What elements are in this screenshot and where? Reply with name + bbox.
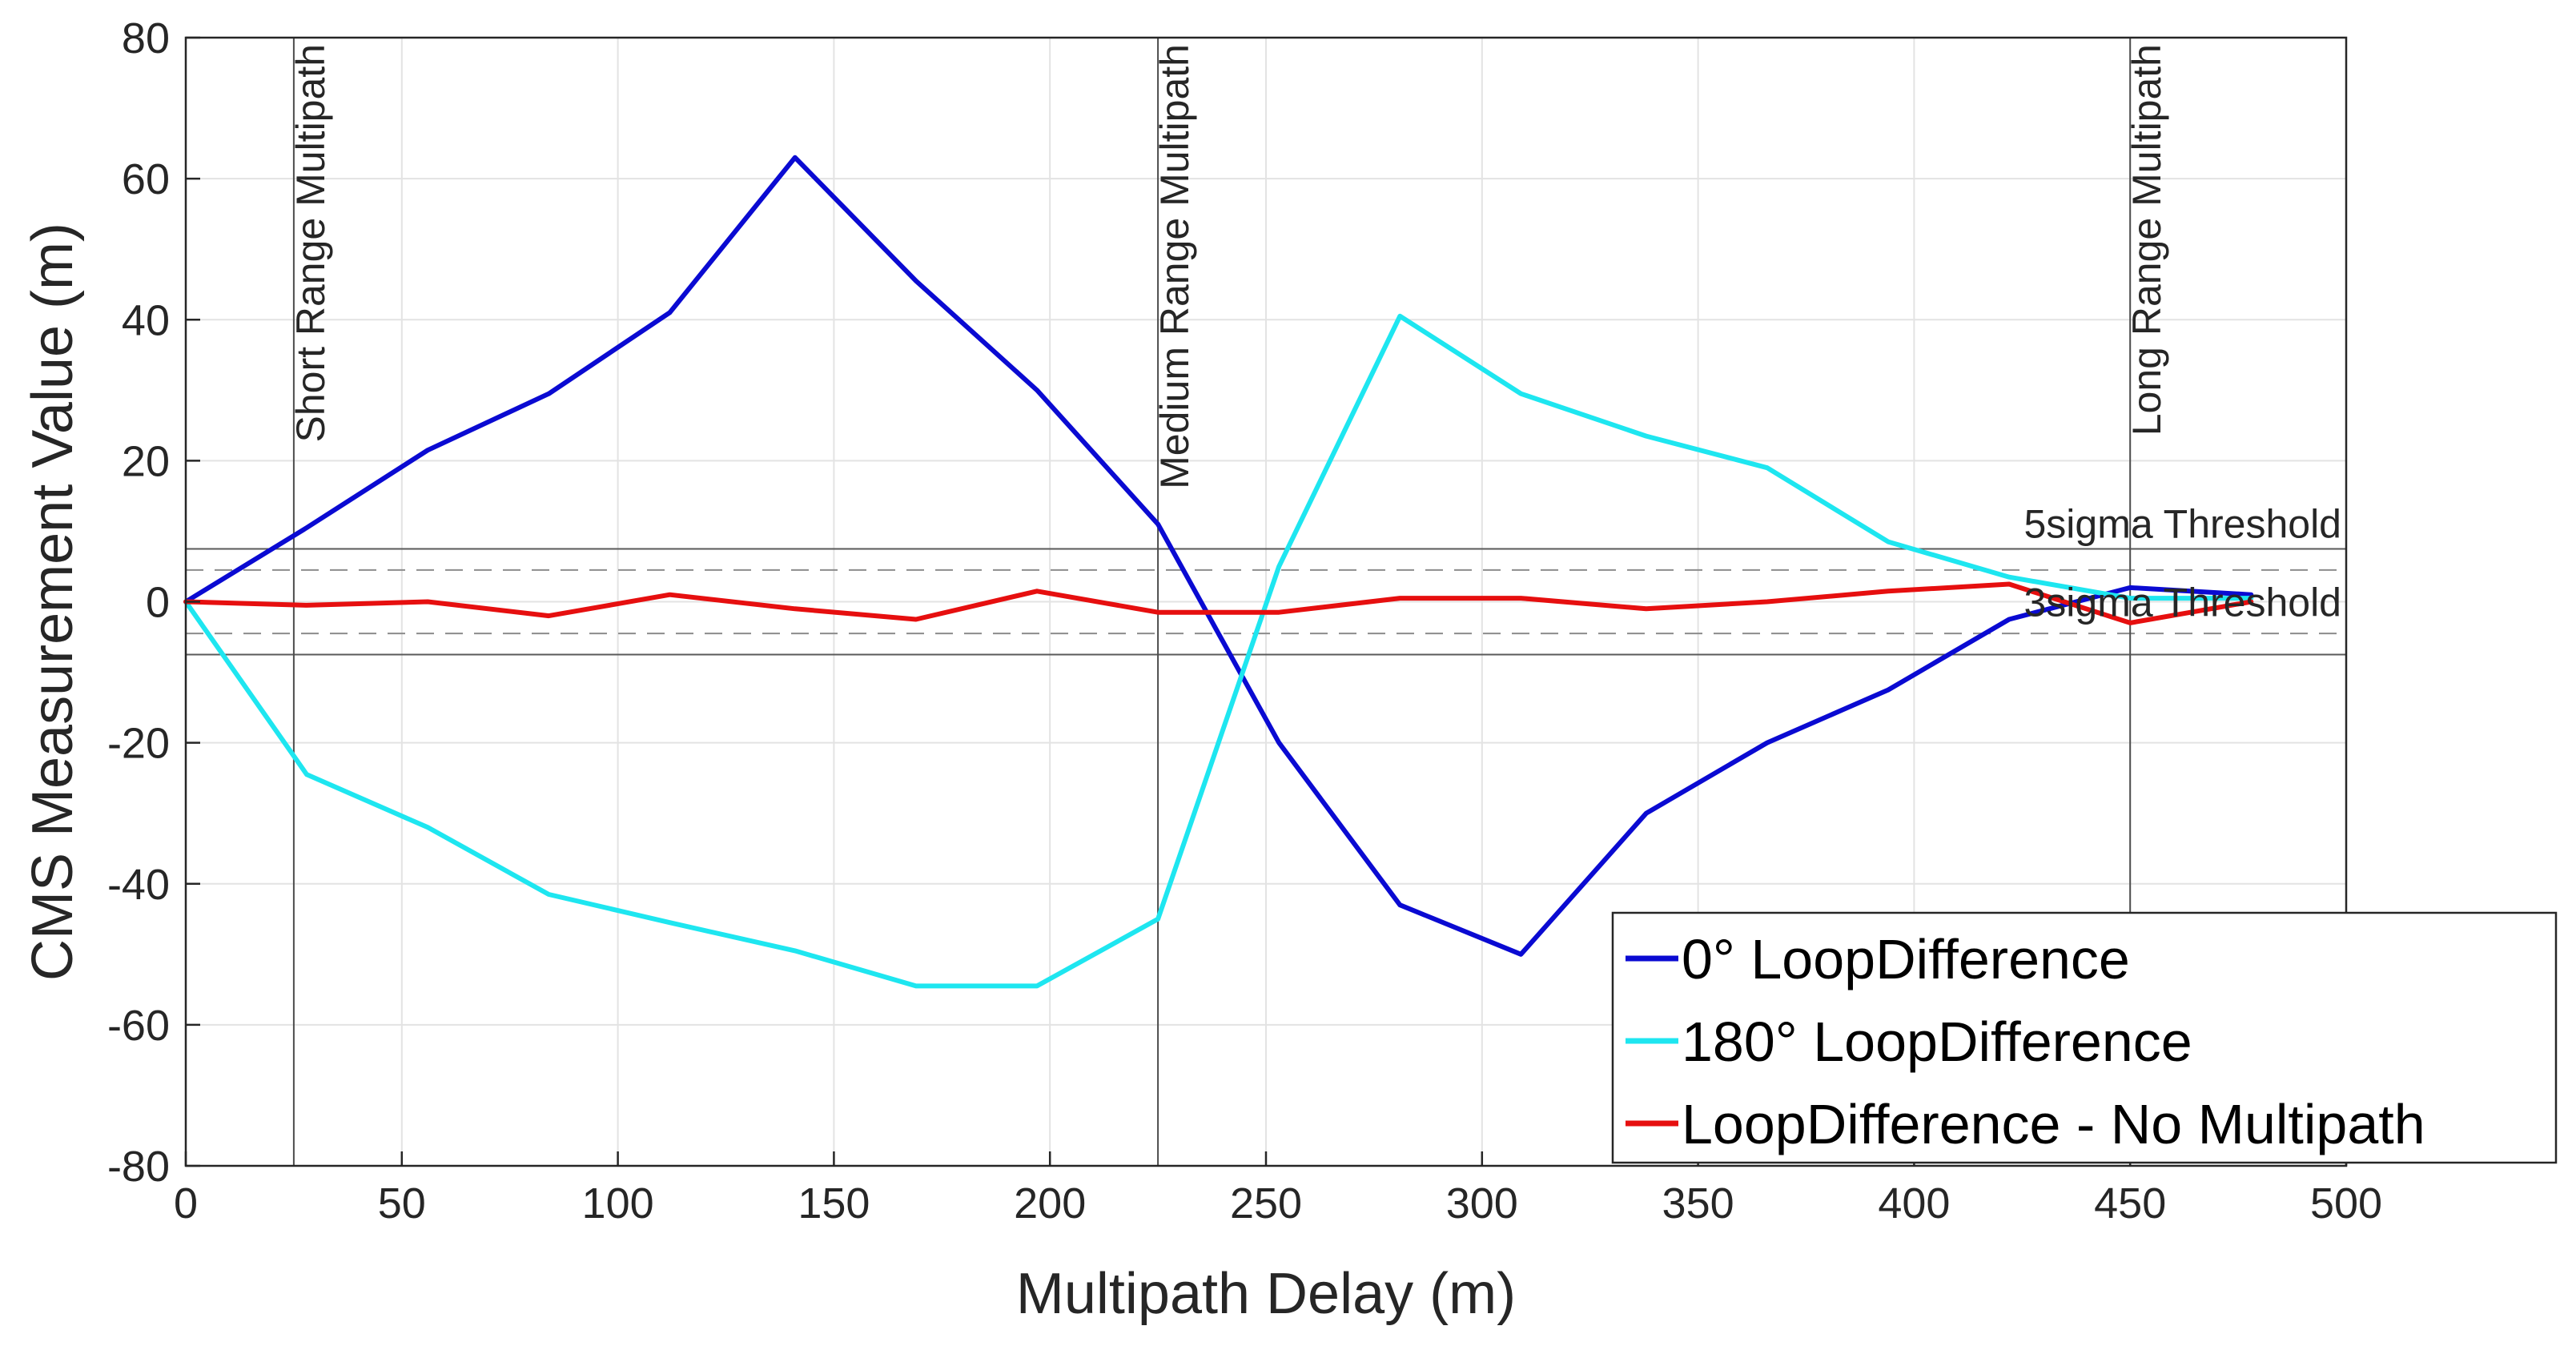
x-tick-label: 250 [1230, 1179, 1302, 1227]
x-tick-label: 300 [1446, 1179, 1518, 1227]
region-label: Medium Range Multipath [1152, 44, 1197, 489]
legend-entry-2: LoopDifference - No Multipath [1682, 1093, 2425, 1155]
x-tick-label: 500 [2310, 1179, 2382, 1227]
region-label: Short Range Multipath [288, 44, 333, 443]
series-line-0 [183, 155, 2254, 957]
series-line-2 [183, 581, 2254, 625]
x-tick-label: 350 [1662, 1179, 1734, 1227]
x-tick-label: 0 [174, 1179, 198, 1227]
threshold-label-5sigma: 5sigma Threshold [2023, 501, 2341, 546]
x-tick-label: 450 [2094, 1179, 2166, 1227]
x-tick-label: 200 [1014, 1179, 1086, 1227]
y-tick-label: -80 [107, 1143, 170, 1191]
annotations: 5sigma Threshold 3sigma Threshold Short Ra… [288, 44, 2341, 625]
x-tick-label: 150 [798, 1179, 870, 1227]
y-tick-label: 20 [122, 437, 170, 485]
y-tick-label: 40 [122, 296, 170, 344]
y-tick-label: 80 [122, 14, 170, 62]
legend: 0° LoopDifference 180° LoopDifference Loop… [1611, 911, 2558, 1164]
y-tick-label: 60 [122, 155, 170, 203]
x-tick-label: 400 [1878, 1179, 1950, 1227]
x-axis-label: Multipath Delay (m) [1016, 1262, 1516, 1326]
y-tick-label: -60 [107, 1002, 170, 1050]
data-series [183, 155, 2254, 989]
y-tick-label: -40 [107, 861, 170, 909]
series-line-1 [183, 313, 2254, 989]
x-tick-label: 50 [378, 1179, 426, 1227]
y-tick-label: -20 [107, 720, 170, 768]
legend-entry-0: 0° LoopDifference [1682, 928, 2130, 990]
threshold-label-3sigma: 3sigma Threshold [2023, 581, 2341, 625]
legend-box [1611, 911, 2558, 1164]
y-axis-label: CMS Measurement Value (m) [21, 223, 85, 981]
region-label: Long Range Multipath [2124, 44, 2169, 436]
x-tick-label: 100 [582, 1179, 654, 1227]
y-tick-label: 0 [146, 579, 170, 627]
axis-ticks: 0 50 100 150 200 250 300 350 400 450 500-80-60-40-… [107, 14, 2382, 1227]
legend-entry-1: 180° LoopDifference [1682, 1010, 2192, 1073]
